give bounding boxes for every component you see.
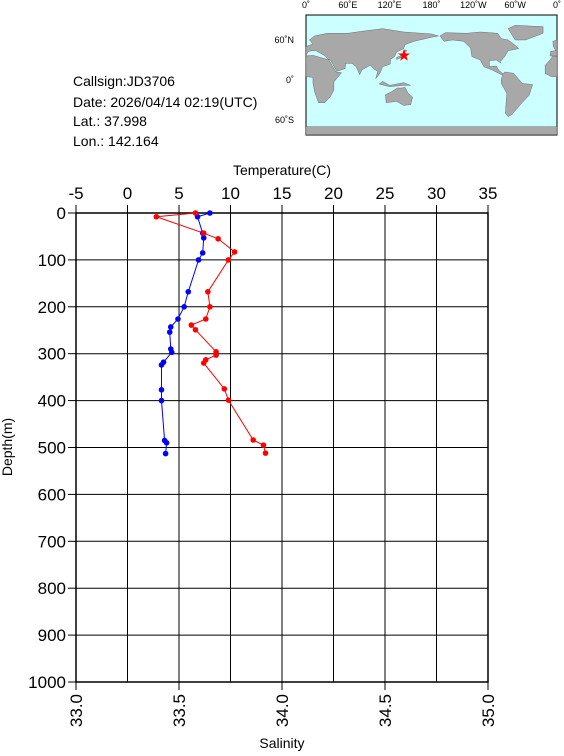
data-point — [250, 437, 256, 443]
data-point — [167, 324, 174, 330]
data-point — [207, 210, 213, 216]
data-point — [262, 450, 269, 456]
data-point — [200, 235, 207, 241]
data-point — [215, 235, 221, 242]
y-tick-label: 600 — [38, 485, 66, 504]
x-tick-label: 34.5 — [376, 694, 395, 727]
data-point — [225, 257, 232, 263]
x2-tick-label: 35 — [479, 184, 498, 203]
y-axis-label: Depth(m) — [0, 418, 15, 476]
y-tick-label: 700 — [38, 532, 66, 551]
data-point — [195, 257, 202, 263]
data-point — [221, 386, 228, 392]
x2-tick-label: 0 — [123, 184, 132, 203]
map-lat-label: 60˚N — [274, 35, 294, 45]
y-tick-label: 100 — [38, 251, 66, 270]
map-lon-label: 120˚E — [378, 0, 402, 10]
map-lon-label: 60˚W — [504, 0, 526, 10]
data-point — [158, 397, 165, 404]
map-lat-label: 0˚ — [286, 75, 294, 85]
map-lat-label: 60˚S — [275, 115, 294, 125]
land — [305, 55, 342, 103]
latitude: Lat.: 37.998 — [73, 113, 147, 129]
x-axis-label: Salinity — [259, 735, 304, 751]
land — [305, 28, 439, 79]
map-lon-label: 0˚ — [553, 0, 561, 10]
land — [501, 71, 533, 117]
data-point — [260, 442, 267, 448]
x2-tick-label: 20 — [324, 184, 343, 203]
x2-tick-label: 30 — [427, 184, 446, 203]
data-point — [205, 288, 211, 295]
y-tick-label: 400 — [38, 392, 66, 411]
data-point — [168, 349, 175, 356]
land — [385, 87, 413, 106]
data-point — [199, 250, 206, 256]
land — [439, 31, 520, 75]
x-tick-label: 34.0 — [273, 694, 292, 727]
map-lon-label: 0˚ — [302, 0, 310, 10]
date: Date: 2026/04/14 02:19(UTC) — [73, 94, 257, 110]
data-point — [158, 362, 165, 368]
data-point — [181, 304, 187, 310]
y-tick-label: 900 — [38, 626, 66, 645]
x2-tick-label: -5 — [68, 184, 83, 203]
y-tick-label: 200 — [38, 298, 66, 317]
data-point — [231, 249, 238, 255]
map-lon-label: 180˚ — [422, 0, 440, 10]
y-tick-label: 0 — [57, 204, 66, 223]
land — [378, 81, 411, 87]
data-point — [163, 440, 170, 446]
world-map: 0˚ 60˚E 120˚E 180˚ 120˚W 60˚W 0˚ 60˚N 0˚ 60˚S — [274, 0, 561, 136]
land — [507, 25, 544, 41]
data-point — [200, 360, 207, 366]
data-point — [188, 322, 195, 328]
longitude: Lon.: 142.164 — [73, 133, 159, 149]
y-tick-label: 1000 — [28, 673, 66, 692]
land — [549, 39, 558, 57]
data-point — [202, 316, 209, 322]
data-point — [162, 450, 169, 457]
profile-line — [156, 212, 267, 454]
y-tick-label: 500 — [38, 439, 66, 458]
data-point — [207, 304, 213, 310]
data-point — [192, 210, 199, 216]
x-tick-label: 35.0 — [479, 694, 498, 727]
data-point — [166, 329, 173, 335]
data-point — [175, 316, 181, 322]
x2-tick-label: 15 — [273, 184, 292, 203]
data-point — [213, 352, 219, 358]
land — [305, 126, 558, 135]
plot-frame — [75, 212, 489, 683]
x2-tick-label: 10 — [221, 184, 240, 203]
x-tick-label: 33.0 — [67, 694, 86, 727]
x2-tick-label: 5 — [174, 184, 183, 203]
data-point — [185, 288, 192, 295]
data-point — [158, 387, 165, 393]
callsign: Callsign:JD3706 — [73, 73, 175, 89]
map-lon-label: 60˚E — [338, 0, 357, 10]
data-point — [192, 326, 199, 333]
x-tick-label: 33.5 — [170, 694, 189, 727]
data-point — [225, 397, 232, 403]
data-point — [200, 230, 207, 236]
y-tick-label: 800 — [38, 579, 66, 598]
station-marker — [398, 49, 410, 61]
x2-axis-label: Temperature(C) — [233, 162, 331, 178]
y-tick-label: 300 — [38, 345, 66, 364]
x2-tick-label: 25 — [376, 184, 395, 203]
map-lon-label: 120˚W — [460, 0, 487, 10]
data-point — [153, 213, 160, 220]
